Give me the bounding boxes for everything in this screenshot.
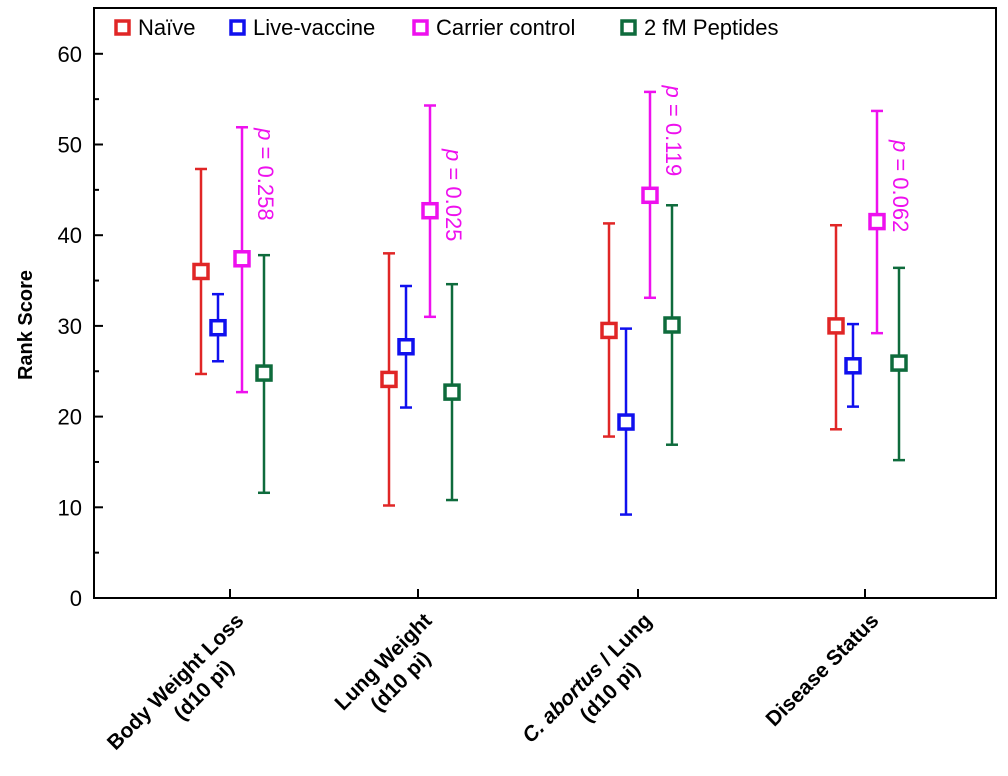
data-point-marker bbox=[397, 338, 415, 356]
plot-frame bbox=[93, 7, 997, 599]
y-tick-label: 10 bbox=[58, 495, 82, 520]
data-point-marker bbox=[827, 317, 845, 335]
data-point-marker bbox=[380, 370, 398, 389]
x-category-label: Disease Status bbox=[762, 609, 884, 731]
x-category-label: C. abortus / Lung(d10 pi) bbox=[518, 609, 656, 747]
p-value-annotation: p = 0.119 bbox=[661, 85, 686, 177]
legend-label: Live-vaccine bbox=[253, 15, 375, 40]
data-point-marker bbox=[844, 357, 862, 375]
p-value-annotation: p = 0.062 bbox=[888, 139, 913, 232]
y-tick-label: 0 bbox=[70, 586, 82, 611]
y-tick-label: 60 bbox=[58, 42, 82, 67]
data-point-marker bbox=[641, 186, 659, 205]
y-tick-label: 40 bbox=[58, 223, 82, 248]
data-point-marker bbox=[192, 262, 210, 281]
data-point-marker bbox=[600, 321, 618, 340]
x-category-label: Body Weight Loss(d10 pi) bbox=[103, 609, 249, 755]
legend-label: Naïve bbox=[138, 15, 195, 40]
y-tick-label: 30 bbox=[58, 314, 82, 339]
x-category-label: Lung Weight(d10 pi) bbox=[331, 609, 437, 716]
data-point-marker bbox=[233, 250, 251, 268]
data-point-marker bbox=[868, 212, 886, 231]
legend-marker bbox=[229, 19, 246, 36]
data-point-marker bbox=[890, 354, 908, 372]
legend-label: 2 fM Peptides bbox=[644, 15, 779, 40]
data-point-marker bbox=[617, 413, 635, 431]
y-axis-label: Rank Score bbox=[15, 270, 37, 380]
y-tick-label: 20 bbox=[58, 405, 82, 430]
x-category-label-line: Disease Status bbox=[762, 609, 884, 731]
data-point-marker bbox=[209, 318, 227, 337]
data-point-marker bbox=[443, 383, 461, 401]
legend-label: Carrier control bbox=[436, 15, 575, 40]
data-marks: p = 0.258 p = 0.025 p = 0.119 p = 0.062 bbox=[192, 85, 913, 516]
data-point-marker bbox=[663, 316, 681, 334]
data-point-marker bbox=[255, 364, 273, 382]
data-point-marker bbox=[421, 201, 439, 220]
legend: Naïve Live-vaccine Carrier control 2 fM Pep… bbox=[114, 15, 779, 40]
p-value-annotation: p = 0.258 bbox=[253, 127, 278, 220]
y-tick-label: 50 bbox=[58, 133, 82, 158]
p-value-annotation: p = 0.025 bbox=[441, 148, 466, 241]
axes: 0 10 20 30 40 50 60 Body Weight Loss(d10 pi) Lun… bbox=[58, 7, 997, 755]
legend-marker bbox=[620, 19, 637, 36]
legend-marker bbox=[114, 19, 131, 36]
legend-marker bbox=[412, 19, 429, 36]
